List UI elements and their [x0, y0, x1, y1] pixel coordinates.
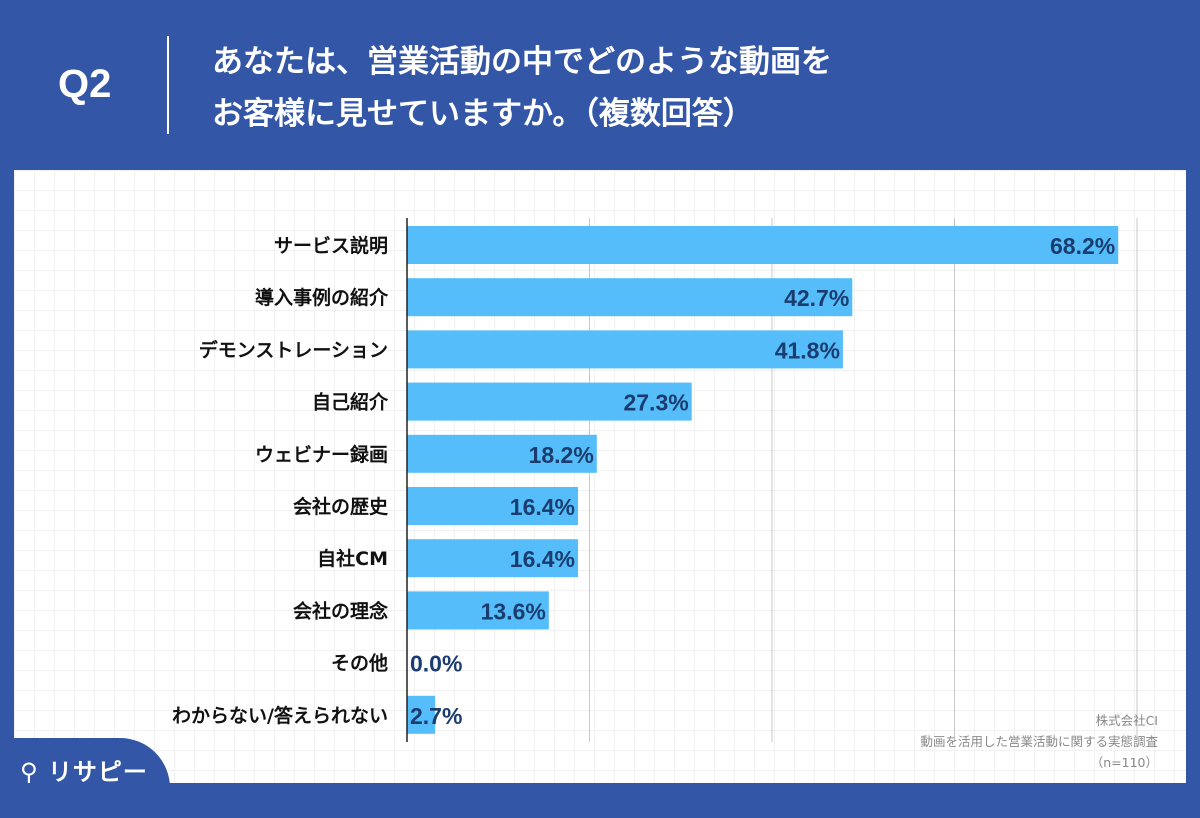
logo-text: リサピー — [47, 758, 148, 786]
value-label: 16.4% — [510, 494, 575, 520]
category-label: 会社の歴史 — [293, 495, 389, 518]
source-note: 株式会社CI 動画を活用した営業活動に関する実態調査 （n=110） — [920, 710, 1158, 773]
source-survey: 動画を活用した営業活動に関する実態調査 — [920, 734, 1158, 749]
category-label: 会社の理念 — [293, 599, 388, 622]
question-number: Q2 — [58, 62, 112, 106]
bar — [407, 487, 579, 525]
bar — [407, 226, 1119, 264]
pin-icon: ⚲ — [20, 758, 39, 786]
source-sample: （n=110） — [1090, 755, 1158, 770]
category-label: サービス説明 — [274, 234, 388, 257]
value-label: 18.2% — [529, 442, 594, 468]
bar — [407, 591, 549, 630]
value-label: 16.4% — [510, 546, 575, 572]
logo: ⚲ リサピー — [20, 752, 148, 787]
bar — [407, 278, 853, 317]
category-label: 導入事例の紹介 — [255, 286, 389, 309]
category-label: ウェビナー録画 — [255, 443, 388, 466]
value-label: 0.0% — [410, 651, 462, 677]
bar — [407, 434, 597, 473]
value-label: 68.2% — [1050, 233, 1115, 259]
value-label: 41.8% — [775, 337, 840, 363]
category-label: 自社CM — [317, 547, 388, 570]
bar — [407, 695, 436, 734]
category-label: 自己紹介 — [312, 391, 389, 414]
chart-panel — [14, 170, 1186, 783]
value-label: 2.7% — [410, 703, 462, 729]
page-title: あなたは、営業活動の中でどのような動画を お客様に見せていますか。（複数回答） — [212, 36, 832, 140]
divider — [167, 36, 169, 134]
bar — [407, 330, 843, 369]
bar-chart: サービス説明 68.2% 導入事例の紹介 42.7% デモンストレーション 41.8% 自己… — [172, 218, 1138, 742]
value-label: 27.3% — [623, 390, 688, 416]
category-label: わからない/答えられない — [172, 704, 388, 727]
bar — [407, 382, 692, 421]
title-line-1: あなたは、営業活動の中でどのような動画を — [212, 44, 832, 80]
value-label: 13.6% — [481, 598, 546, 624]
category-label: その他 — [331, 652, 388, 675]
bar — [407, 539, 579, 578]
category-label: デモンストレーション — [199, 338, 388, 361]
source-company: 株式会社CI — [1095, 713, 1158, 728]
title-line-2: お客様に見せていますか。（複数回答） — [212, 96, 754, 132]
value-label: 42.7% — [784, 285, 849, 311]
